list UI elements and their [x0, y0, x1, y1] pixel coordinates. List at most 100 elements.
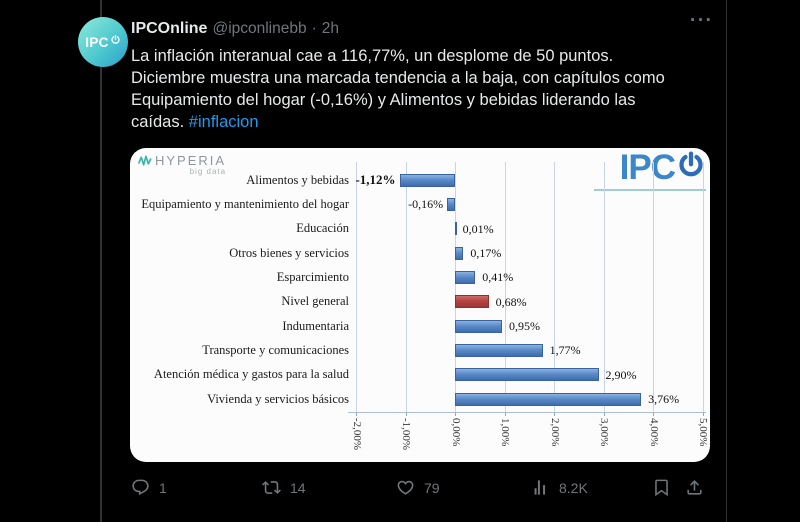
thread-connector-line — [100, 0, 102, 522]
chart-value-label: 0,41% — [482, 270, 514, 285]
chart-image[interactable]: HYPERIA big data IPC -2,00% -1,00% 0,00% 1,… — [130, 148, 710, 462]
chart-bar — [447, 197, 455, 211]
chart-bar — [455, 222, 457, 236]
bar-chart-icon — [531, 478, 550, 497]
chart-gridline — [405, 162, 407, 412]
chart-plot: -2,00% -1,00% 0,00% 1,00% 2,00% 3,00% 4,00% 5,0… — [130, 148, 710, 462]
bookmark-button[interactable] — [652, 478, 671, 497]
chart-gridline — [504, 162, 506, 412]
chart-bar — [455, 270, 476, 284]
hashtag-link[interactable]: #inflacion — [188, 113, 259, 131]
chart-gridline — [554, 162, 555, 412]
tweet-text-line: La inflación interanual cae a 116,77%, u… — [131, 47, 614, 65]
chart-bar — [455, 246, 464, 260]
chart-category-label: Alimentos y bebidas — [246, 172, 349, 187]
reply-count: 1 — [159, 479, 167, 496]
chart-category-label: Esparcimiento — [276, 269, 349, 284]
chart-axis-tick — [554, 412, 555, 416]
tweet-text: La inflación interanual cae a 116,77%, u… — [131, 45, 665, 133]
share-icon — [685, 478, 704, 497]
hyperia-logo: HYPERIA big data — [138, 153, 226, 176]
tweet-text-line: caídas. #inflacion — [131, 111, 665, 133]
chart-category-label: Transporte y comunicaciones — [202, 342, 349, 357]
chart-axis-tick-label: 4,00% — [647, 418, 660, 447]
chart-axis-tick — [504, 412, 506, 416]
chart-bar — [399, 173, 455, 187]
chart-axis-tick-label: -2,00% — [350, 418, 363, 451]
avatar[interactable]: IPC — [78, 17, 128, 67]
chart-bar — [455, 392, 642, 406]
chart-value-label: 1,77% — [549, 343, 581, 358]
timestamp-separator: · — [311, 20, 317, 37]
chart-value-label: 3,76% — [648, 392, 680, 407]
chart-axis-tick-label: 3,00% — [598, 418, 610, 447]
chart-axis-line — [348, 412, 706, 413]
chart-value-label: 2,90% — [605, 367, 637, 382]
chart-gridline — [356, 162, 357, 412]
chart-bar — [455, 343, 543, 357]
chart-axis-tick-label: 0,00% — [449, 418, 462, 447]
retweet-icon — [262, 478, 281, 497]
chart-bar — [455, 319, 503, 333]
ipc-logo-tagline-rule — [594, 189, 706, 191]
more-button[interactable]: ··· — [690, 10, 714, 31]
chart-category-label: Equipamiento y mantenimiento del hogar — [141, 196, 349, 211]
power-icon — [110, 33, 121, 51]
author-handle[interactable]: @ipconlinebb — [212, 20, 307, 37]
chart-value-label: -0,16% — [408, 197, 444, 212]
chart-value-label: 0,01% — [462, 221, 494, 236]
like-count: 79 — [424, 479, 440, 496]
ipc-logo-text: IPC — [619, 148, 676, 187]
timestamp[interactable]: 2h — [321, 20, 340, 37]
chart-axis-tick-label: 5,00% — [697, 418, 709, 447]
author-name[interactable]: IPCOnline — [131, 20, 208, 37]
hyperia-title: HYPERIA — [155, 153, 227, 168]
chart-axis-tick — [702, 412, 704, 416]
chart-bar — [455, 368, 599, 382]
chart-gridline — [702, 162, 704, 412]
chart-gridline — [455, 162, 456, 412]
chart-value-label: 0,17% — [470, 246, 502, 261]
chart-axis-tick — [603, 412, 605, 416]
tweet-text-line: Equipamiento del hogar (-0,16%) y Alimen… — [131, 91, 636, 109]
column-right-border — [726, 0, 727, 522]
pulse-zigzag-icon — [138, 153, 153, 174]
heart-icon — [396, 478, 415, 497]
chart-category-label: Indumentaria — [282, 318, 349, 333]
views-button[interactable]: 8.2K — [531, 478, 588, 497]
chart-category-label: Educación — [296, 221, 349, 236]
tweet-header: IPCOnline @ipconlinebb · 2h — [131, 20, 339, 38]
like-button[interactable]: 79 — [396, 478, 440, 497]
chart-category-label: Nivel general — [281, 294, 349, 309]
chart-axis-tick — [653, 412, 654, 416]
chart-category-label: Otros bienes y servicios — [229, 245, 349, 260]
avatar-label: IPC — [85, 34, 109, 50]
chart-bar-highlight — [455, 295, 489, 309]
chart-axis-tick — [455, 412, 456, 416]
tweet-text-line: Diciembre muestra una marcada tendencia … — [131, 69, 665, 87]
chart-axis-tick-label: 2,00% — [548, 418, 561, 447]
share-button[interactable] — [685, 478, 704, 497]
chart-axis-tick-label: 1,00% — [499, 418, 511, 447]
reply-button[interactable]: 1 — [131, 478, 167, 497]
power-icon — [676, 149, 706, 187]
chart-axis-tick — [356, 412, 357, 416]
chart-category-label: Atención médica y gastos para la salud — [153, 367, 349, 382]
chart-gridline — [653, 162, 654, 412]
bookmark-icon — [652, 478, 671, 497]
ipc-logo: IPC — [594, 148, 706, 191]
view-count: 8.2K — [559, 479, 588, 496]
hyperia-subtitle: big data — [189, 167, 227, 176]
repost-button[interactable]: 14 — [262, 478, 306, 497]
chart-gridline — [603, 162, 605, 412]
tweet-text-end: caídas. — [131, 113, 185, 131]
chart-axis-tick-label: -1,00% — [400, 418, 412, 451]
chart-value-label: 0,68% — [495, 294, 527, 309]
chart-value-label: -1,12% — [355, 172, 396, 187]
chart-value-label: 0,95% — [509, 319, 541, 334]
chart-axis-tick — [405, 412, 407, 416]
repost-count: 14 — [290, 479, 306, 496]
chart-category-label: Vivienda y servicios básicos — [207, 391, 349, 406]
speech-bubble-icon — [131, 478, 150, 497]
